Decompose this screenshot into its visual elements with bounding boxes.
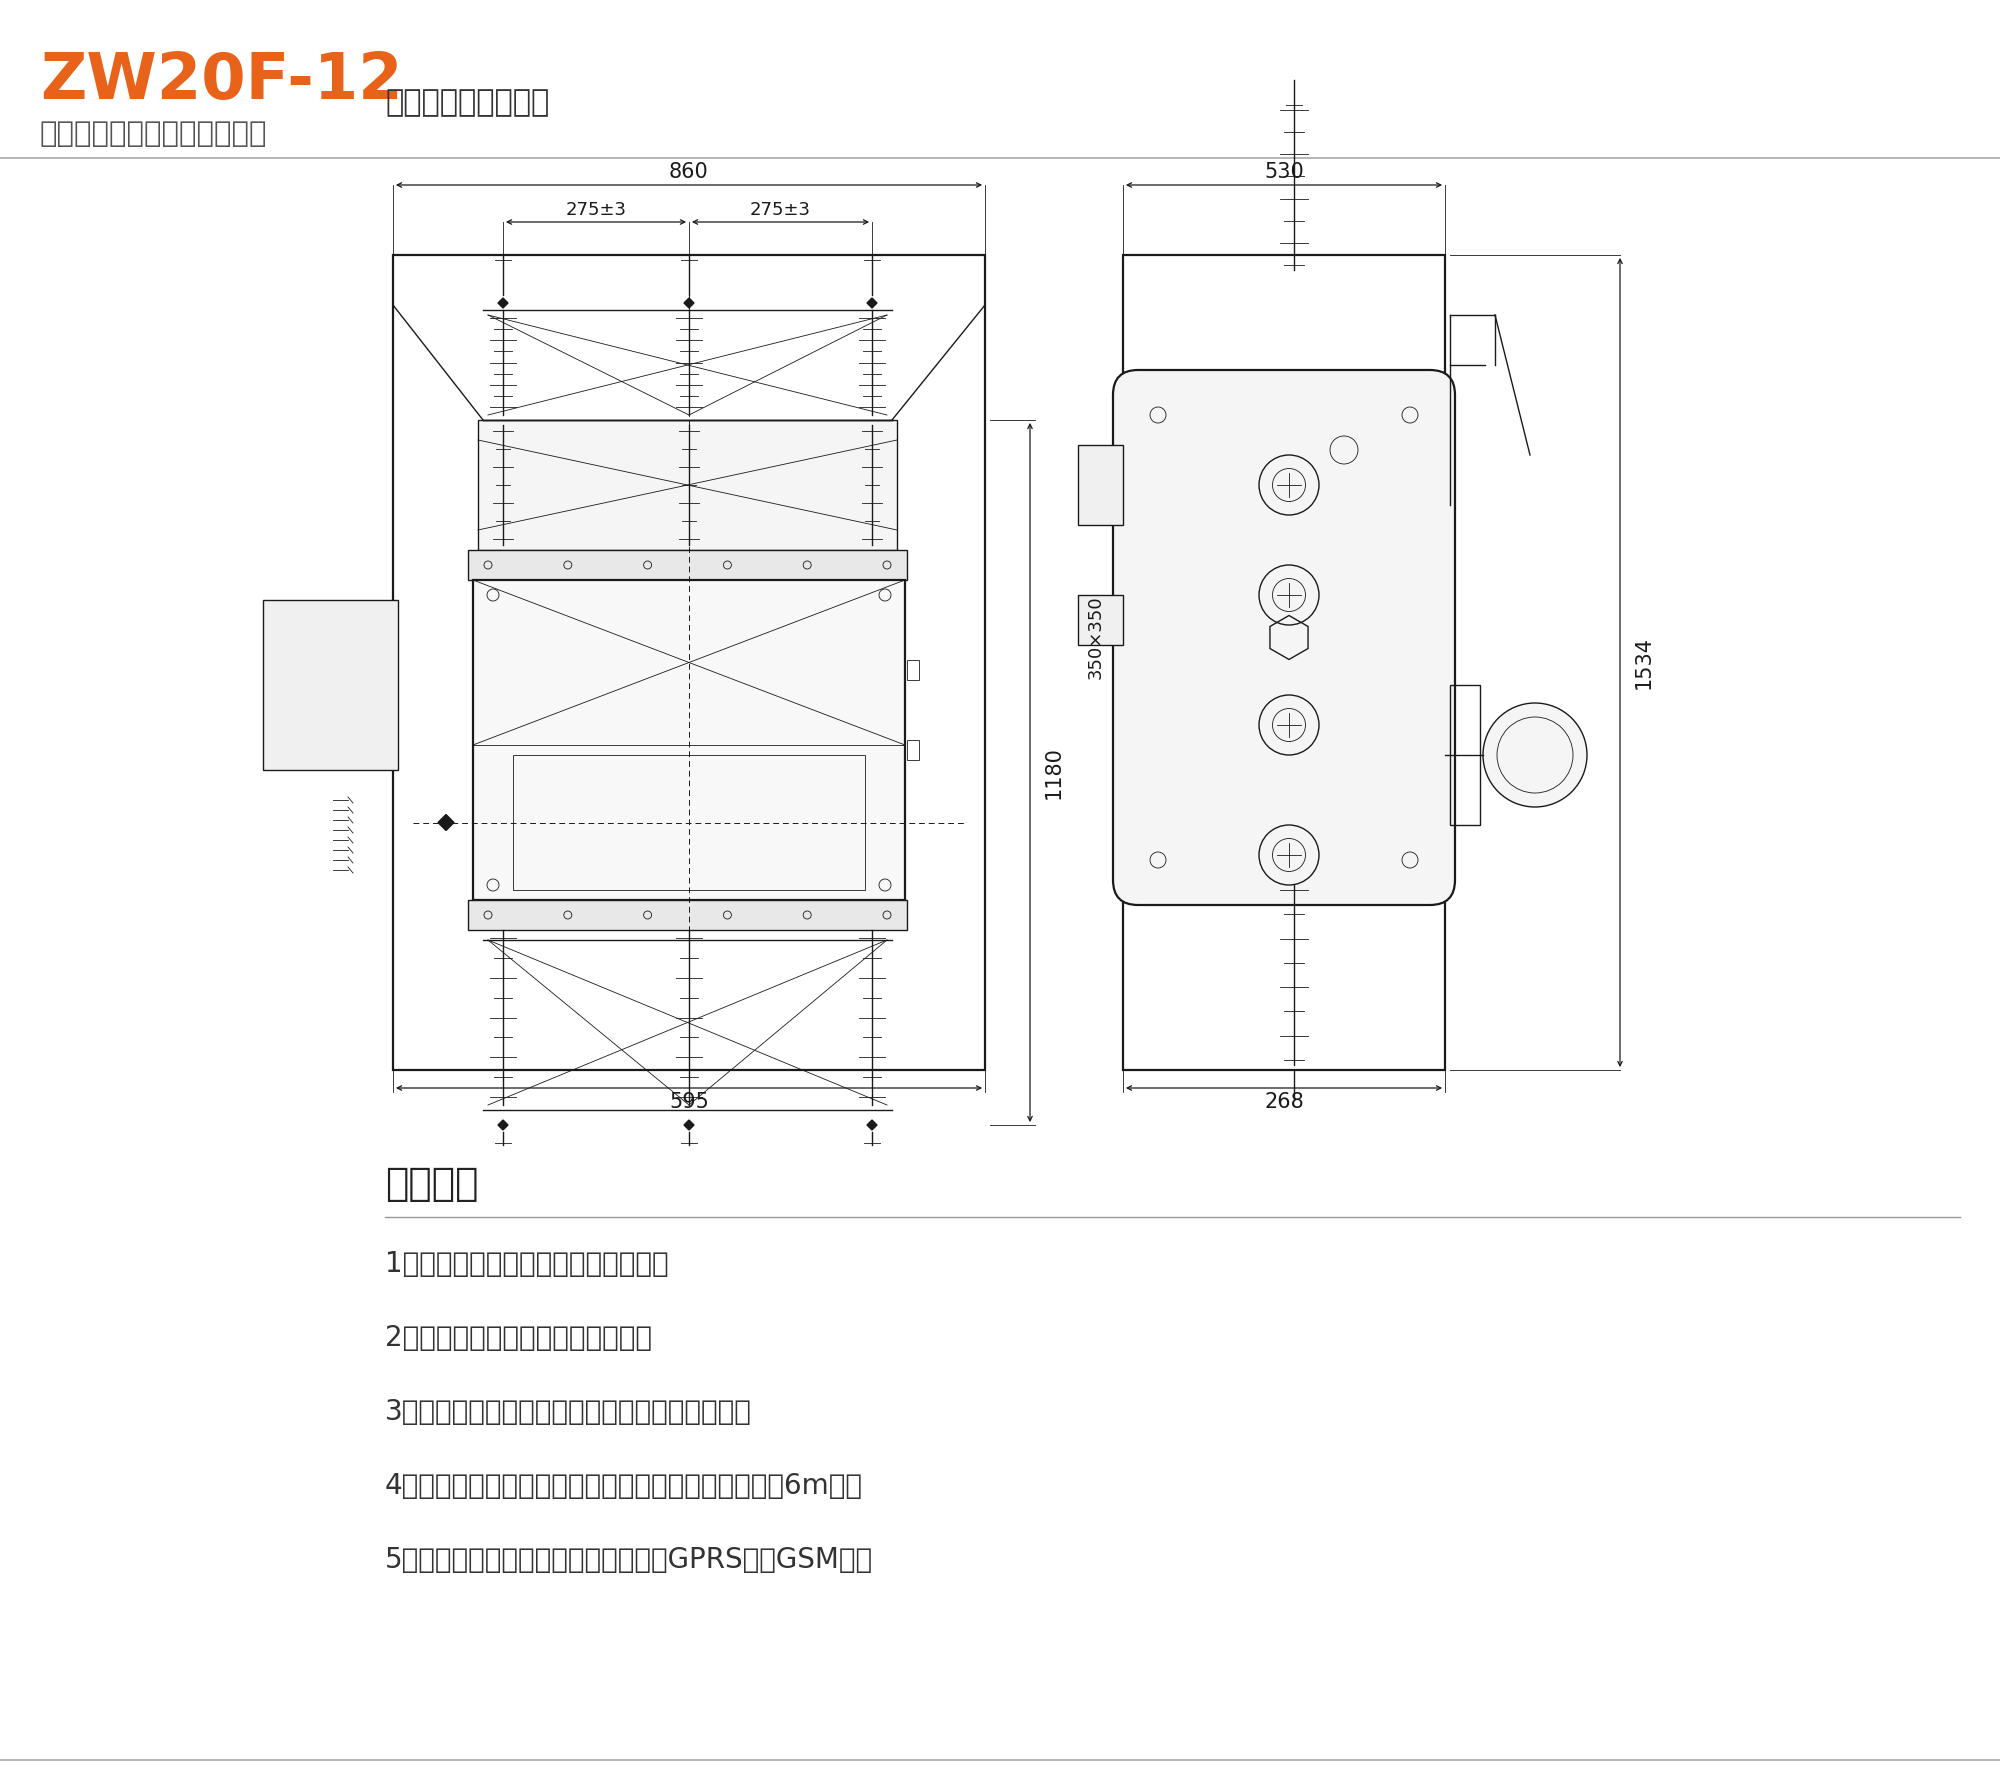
Bar	[468, 551, 908, 579]
Polygon shape	[498, 299, 508, 307]
Text: 4、控制电缆长度有无特殊要求（常规出厂配制长度为6m）。: 4、控制电缆长度有无特殊要求（常规出厂配制长度为6m）。	[384, 1471, 864, 1500]
Text: 订货须知: 订货须知	[384, 1166, 478, 1203]
Text: 530: 530	[1264, 162, 1304, 181]
Bar	[474, 579, 904, 899]
Bar	[1124, 256, 1444, 1070]
Text: 595: 595	[670, 1093, 708, 1112]
Text: 1、产品型号、名称、数量及交货期。: 1、产品型号、名称、数量及交货期。	[384, 1249, 668, 1278]
Text: 1534: 1534	[1634, 636, 1654, 689]
Polygon shape	[498, 1120, 508, 1130]
Bar	[512, 755, 864, 890]
Text: ZW20F-12: ZW20F-12	[40, 50, 402, 112]
Text: 1180: 1180	[1044, 746, 1064, 800]
Text: 350×350: 350×350	[1088, 595, 1104, 679]
Bar	[478, 419, 896, 551]
Polygon shape	[868, 1120, 876, 1130]
Polygon shape	[684, 1120, 694, 1130]
Bar	[1078, 444, 1124, 524]
Circle shape	[1484, 704, 1588, 807]
Bar	[392, 256, 984, 1070]
Text: 2、电流互感器变比、精度及数量。: 2、电流互感器变比、精度及数量。	[384, 1324, 652, 1352]
Bar	[908, 659, 920, 681]
Text: 外形尺寸与安装尺寸: 外形尺寸与安装尺寸	[384, 89, 550, 117]
Bar	[1078, 595, 1124, 645]
Text: 268: 268	[1264, 1093, 1304, 1112]
Bar	[468, 899, 908, 929]
Text: 3、是否配置外置式电压互感器（操作电源用）。: 3、是否配置外置式电压互感器（操作电源用）。	[384, 1398, 752, 1425]
Polygon shape	[684, 299, 694, 307]
FancyBboxPatch shape	[1112, 370, 1456, 904]
Text: 860: 860	[670, 162, 708, 181]
Bar	[264, 601, 398, 769]
Text: 275±3: 275±3	[566, 201, 626, 219]
Polygon shape	[438, 814, 454, 830]
Polygon shape	[868, 299, 876, 307]
Text: 户外高压交流分界真空断路器: 户外高压交流分界真空断路器	[40, 121, 268, 147]
Bar	[1450, 684, 1480, 825]
Bar	[908, 739, 920, 761]
Text: 5、控制器型号、功能配制（普通、带GPRS、带GSM）。: 5、控制器型号、功能配制（普通、带GPRS、带GSM）。	[384, 1546, 874, 1574]
Text: 275±3: 275±3	[750, 201, 812, 219]
